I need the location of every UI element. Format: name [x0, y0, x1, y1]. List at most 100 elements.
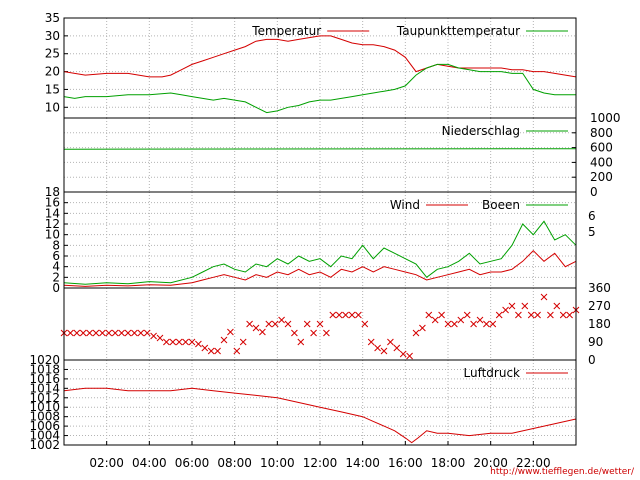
y-tick-label-right: 6: [588, 209, 596, 223]
y-tick-label-right: 0: [588, 353, 596, 367]
legend-label: Taupunkttemperatur: [396, 24, 520, 38]
scatter-point: [380, 347, 388, 355]
y-tick-label: 14: [45, 206, 60, 220]
scatter-point: [553, 302, 561, 310]
scatter-point: [316, 320, 324, 328]
scatter-point: [233, 347, 241, 355]
scatter-point: [399, 350, 407, 358]
series-line-luftdruck: [63, 387, 577, 444]
y-tick-label: 15: [45, 82, 60, 96]
x-tick-label: 04:00: [132, 456, 167, 470]
scatter-point: [297, 338, 305, 346]
scatter-point: [559, 311, 567, 319]
scatter-point: [540, 293, 548, 301]
scatter-point: [259, 328, 266, 336]
y-tick-label: 16: [45, 196, 60, 210]
scatter-point: [470, 320, 477, 328]
scatter-point: [201, 344, 209, 352]
y-tick-label-right: 180: [588, 317, 611, 331]
scatter-point: [476, 316, 484, 324]
scatter-point: [195, 340, 202, 348]
legend-label: Luftdruck: [463, 366, 520, 380]
scatter-point: [73, 329, 81, 337]
x-tick-label: 22:00: [516, 456, 551, 470]
scatter-point: [214, 347, 221, 355]
x-tick-label: 10:00: [260, 456, 295, 470]
scatter-point: [246, 320, 253, 328]
y-tick-label: 8: [52, 238, 60, 252]
scatter-point: [105, 329, 113, 337]
x-tick-label: 08:00: [217, 456, 252, 470]
scatter-point: [169, 338, 177, 346]
y-tick-label: 6: [52, 249, 60, 263]
scatter-point: [393, 344, 401, 352]
scatter-point: [143, 329, 151, 337]
scatter-point: [175, 338, 183, 346]
scatter-point: [419, 324, 426, 332]
scatter-point: [67, 329, 74, 337]
scatter-point: [131, 329, 138, 337]
scatter-point: [566, 311, 573, 319]
scatter-point: [527, 311, 535, 319]
scatter-point: [150, 332, 157, 340]
scatter-point: [271, 320, 279, 328]
scatter-point: [252, 324, 260, 332]
scatter-point: [457, 316, 465, 324]
scatter-point: [329, 311, 337, 319]
scatter-point: [444, 320, 452, 328]
y-tick-label: 1008: [29, 410, 60, 424]
scatter-point: [547, 311, 554, 319]
scatter-point: [188, 338, 196, 346]
scatter-point: [463, 311, 471, 319]
y-tick-label: 1014: [29, 381, 60, 395]
y-tick-label-right: 800: [590, 126, 613, 140]
scatter-point: [342, 311, 349, 319]
scatter-point: [521, 302, 529, 310]
scatter-point: [406, 352, 413, 360]
y-tick-label: 1020: [29, 353, 60, 367]
scatter-point: [387, 338, 394, 346]
scatter-point: [99, 329, 106, 337]
y-tick-label: 2: [52, 270, 60, 284]
scatter-point: [79, 329, 87, 337]
series-line-temperatur: [63, 35, 577, 78]
scatter-point: [489, 320, 497, 328]
scatter-point: [92, 329, 100, 337]
scatter-point: [310, 329, 317, 337]
scatter-point: [412, 329, 420, 337]
scatter-point: [207, 347, 215, 355]
y-tick-label: 35: [45, 11, 60, 25]
legend-label: Niederschlag: [442, 124, 520, 138]
x-tick-label: 12:00: [303, 456, 338, 470]
y-tick-label: 10: [45, 228, 60, 242]
scatter-point: [502, 306, 509, 314]
scatter-point: [335, 311, 343, 319]
scatter-point: [220, 336, 228, 344]
scatter-point: [303, 320, 311, 328]
scatter-point: [508, 302, 516, 310]
scatter-point: [227, 328, 234, 336]
scatter-point: [438, 311, 445, 319]
y-tick-label: 1012: [29, 391, 60, 405]
legend-label: Temperatur: [251, 24, 321, 38]
scatter-point: [495, 311, 503, 319]
y-tick-label-right: 0: [590, 185, 598, 199]
y-tick-label-right: 200: [590, 170, 613, 184]
y-tick-label-right: 360: [588, 281, 611, 295]
y-tick-label: 30: [45, 29, 60, 43]
footer-url[interactable]: http://www.tiefflegen.de/wetter/: [490, 467, 634, 477]
scatter-point: [156, 334, 164, 342]
x-tick-label: 18:00: [431, 456, 466, 470]
y-tick-label-right: 600: [590, 141, 613, 155]
y-tick-label: 0: [52, 281, 60, 295]
y-tick-label: 1006: [29, 419, 60, 433]
scatter-point: [124, 329, 132, 337]
scatter-point: [367, 338, 375, 346]
y-tick-label-right: 5: [588, 225, 596, 239]
scatter-point: [182, 338, 189, 346]
scatter-point: [137, 329, 145, 337]
y-tick-label-right: 400: [590, 155, 613, 169]
x-tick-label: 16:00: [388, 456, 423, 470]
scatter-point: [374, 344, 381, 352]
y-tick-label-right: 270: [588, 299, 611, 313]
